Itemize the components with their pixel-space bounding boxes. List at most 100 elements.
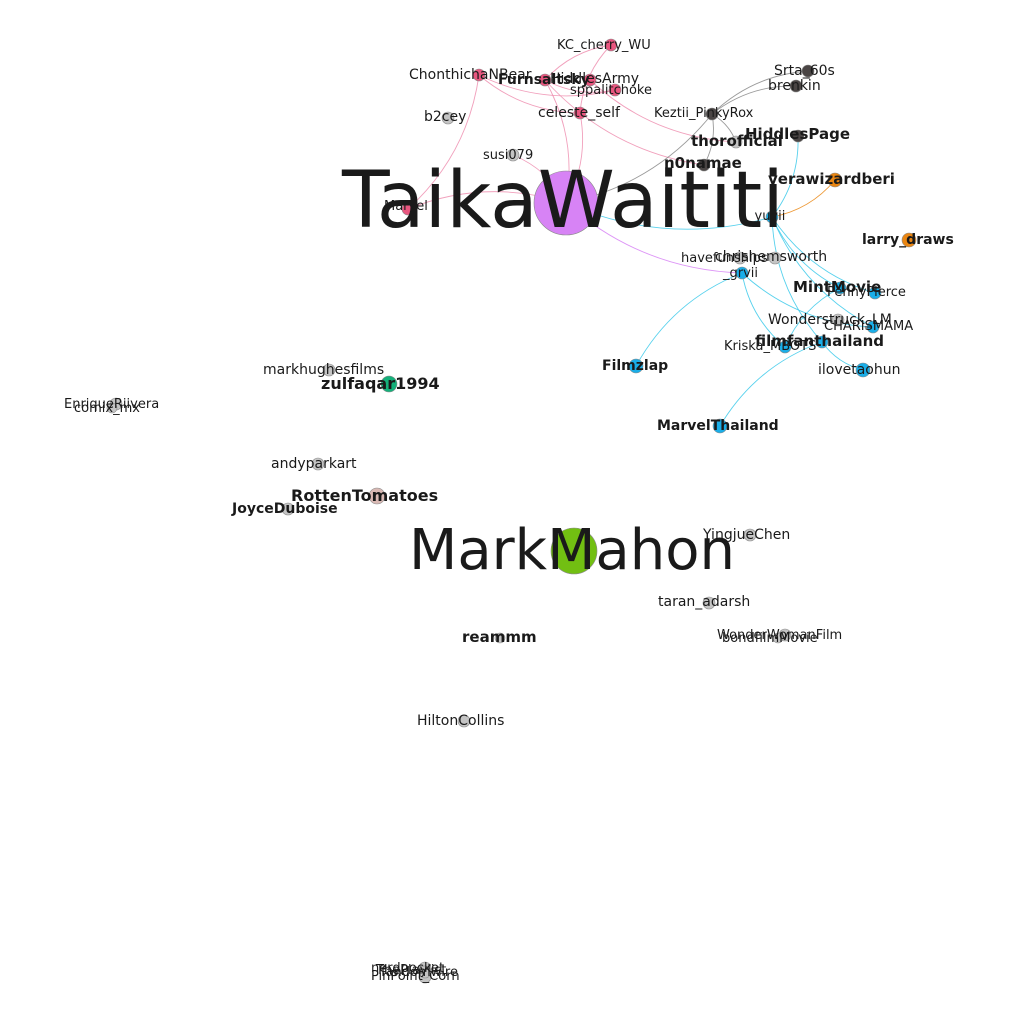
node-b2cey[interactable] bbox=[441, 111, 455, 125]
node-label-wonderwomanfilm: WonderWomanFilm bbox=[717, 628, 842, 643]
node-label-kc-cherry-wu: KC_cherry_WU bbox=[557, 38, 651, 53]
edge-furnsalty-n0namae bbox=[544, 79, 705, 166]
node-label-chrishemsworth: chrishemsworth bbox=[715, 249, 827, 265]
node-label-fandomwire: fandomwire bbox=[381, 965, 458, 980]
node-layer bbox=[106, 38, 917, 984]
edge-hiddlesarmy-thor bbox=[589, 79, 737, 143]
node-label-wonderstruck-lm: Wonderstruck_LM bbox=[768, 312, 892, 328]
node-label-ilovetaohun: ilovetaohun bbox=[818, 362, 901, 378]
node-brenkin[interactable] bbox=[789, 79, 803, 93]
node-bondfilmmovie[interactable] bbox=[772, 632, 784, 644]
node-label-rottentomatoes: RottenTomatoes bbox=[291, 486, 438, 505]
node-hiddlesarmy[interactable] bbox=[583, 73, 597, 87]
node-label-havefunships: havefunships bbox=[681, 251, 768, 266]
edge-mintmovie-kriska bbox=[784, 287, 841, 348]
edge-filmfan-marvelthai bbox=[719, 341, 823, 427]
node-label-filmfanthailand: filmfanthailand bbox=[755, 332, 884, 350]
node-label-kriska-mbots: Kriska_MBOTS bbox=[724, 339, 816, 354]
node-verawizardberi[interactable] bbox=[827, 172, 843, 188]
node-hiltoncollins[interactable] bbox=[457, 714, 471, 728]
node-hiddlespage[interactable] bbox=[791, 129, 805, 143]
edge-grvii-kriska bbox=[741, 272, 786, 348]
node-label-yuyii: _yuyii bbox=[747, 209, 785, 224]
node-marvelthailand[interactable] bbox=[712, 418, 728, 434]
edge-grvii-filmzlap bbox=[635, 272, 743, 367]
edge-brenkin-keztii bbox=[711, 85, 797, 115]
node-label-mintmovie: MintMovie bbox=[793, 278, 881, 296]
node-taikawaititi[interactable] bbox=[533, 170, 599, 236]
node-label-thorofficial: thorofficial bbox=[691, 132, 783, 150]
node-label-yingjuechen: YingjueChen bbox=[702, 527, 790, 543]
edge-srta-keztii bbox=[711, 70, 809, 115]
edge-marvel-chonthicha bbox=[407, 74, 480, 210]
node-label-furnsaltsky: Furnsaltsky bbox=[498, 72, 590, 88]
node-wonderstruck-lm[interactable] bbox=[831, 313, 845, 327]
node-label-pennypierce: PennyPierce bbox=[827, 285, 906, 300]
edge-kc-furnsalty bbox=[544, 44, 612, 81]
node-label-taran-adarsh: taran_adarsh bbox=[658, 594, 750, 610]
node-reammm[interactable] bbox=[494, 632, 506, 644]
node-keztii-pinkyrox[interactable] bbox=[705, 107, 719, 121]
node-label-charismama: CHARISMAMA bbox=[824, 319, 913, 334]
node-larry-draws[interactable] bbox=[901, 232, 917, 248]
edge-chonthicha-sppalitchoke bbox=[478, 74, 616, 97]
node-taran-adarsh[interactable] bbox=[702, 596, 716, 610]
edge-layer bbox=[407, 44, 876, 427]
edge-yuyii-pennypierce bbox=[771, 216, 876, 294]
node-furnsaltsky[interactable] bbox=[538, 73, 552, 87]
node-label-pinpoint-corn: PinPoint_Corn bbox=[371, 969, 460, 984]
node-chrishemsworth[interactable] bbox=[768, 251, 782, 265]
node-label-brenkin: brenkin bbox=[768, 78, 821, 94]
edge-yuyii-charisma bbox=[771, 216, 874, 328]
node-label-markhughesfilms: markhughesfilms bbox=[263, 362, 384, 378]
node-yuyii[interactable] bbox=[765, 210, 779, 224]
node-kc-cherry-wu[interactable] bbox=[604, 38, 618, 52]
node-andyparkart[interactable] bbox=[311, 457, 325, 471]
node-sppalitchoke[interactable] bbox=[608, 83, 622, 97]
node-rottentomatoes[interactable] bbox=[368, 487, 386, 505]
node-susi079[interactable] bbox=[506, 148, 520, 162]
node-label-verawizardberi: verawizardberi bbox=[768, 170, 895, 188]
node-label-comix-mx: comix_mx bbox=[74, 401, 140, 416]
node-thorofficial[interactable] bbox=[729, 135, 743, 149]
node-zulfaqar1994[interactable] bbox=[380, 375, 398, 393]
node-label-enriqueriivera: EnriqueRiivera bbox=[64, 397, 159, 412]
node-filmzlap[interactable] bbox=[628, 358, 644, 374]
edge-yuyii-hiddlespage bbox=[771, 135, 799, 218]
node-grvii[interactable] bbox=[735, 266, 749, 280]
node-marvel[interactable] bbox=[401, 202, 415, 216]
node-label-marvel: Marvel bbox=[384, 199, 428, 214]
node-filmfanthailand[interactable] bbox=[815, 335, 829, 349]
node-label-n0namae: n0namae bbox=[664, 154, 742, 172]
node-srta-60s[interactable] bbox=[801, 64, 815, 78]
node-label-andyparkart: andyparkart bbox=[271, 456, 357, 472]
node-theplaylist[interactable] bbox=[418, 965, 432, 979]
node-label-hiddlespage: HiddlesPage bbox=[745, 125, 850, 143]
node-celeste-self[interactable] bbox=[573, 106, 587, 120]
node-markhughesfilms[interactable] bbox=[322, 363, 336, 377]
node-n0namae[interactable] bbox=[697, 158, 711, 172]
node-label-reammm: reammm bbox=[462, 628, 537, 646]
node-label-keztii-pinkyrox: Keztii_PinkyRox bbox=[654, 106, 754, 121]
node-joyceduboise[interactable] bbox=[281, 502, 295, 516]
node-ilovetaohun[interactable] bbox=[855, 362, 871, 378]
node-havefunships[interactable] bbox=[733, 251, 747, 265]
node-comix-mx[interactable] bbox=[106, 402, 118, 414]
node-pennypierce[interactable] bbox=[868, 286, 882, 300]
node-label-sppalitchoke: sppalitchoke bbox=[570, 83, 652, 98]
node-kriska-mbots[interactable] bbox=[778, 340, 792, 354]
node-yingjuechen[interactable] bbox=[743, 528, 757, 542]
node-label-zulfaqar1994: zulfaqar1994 bbox=[321, 374, 440, 393]
node-label-grvii: _grvii bbox=[722, 266, 758, 281]
node-label-hiltoncollins: HiltonCollins bbox=[417, 713, 504, 729]
node-markmahon[interactable] bbox=[550, 527, 598, 575]
node-charismama[interactable] bbox=[866, 320, 880, 334]
edge-furnsalty-sppalitchoke bbox=[544, 79, 616, 93]
node-chonthichanbear[interactable] bbox=[472, 68, 486, 82]
edge-chonthicha-celeste bbox=[478, 74, 581, 114]
node-label-bondfilmmovie: bondfilmMovie bbox=[722, 631, 818, 646]
edge-yuyii-filmfan bbox=[771, 216, 823, 343]
node-mintmovie[interactable] bbox=[833, 281, 847, 295]
node-label-markmahon: MarkMahon bbox=[409, 518, 735, 583]
